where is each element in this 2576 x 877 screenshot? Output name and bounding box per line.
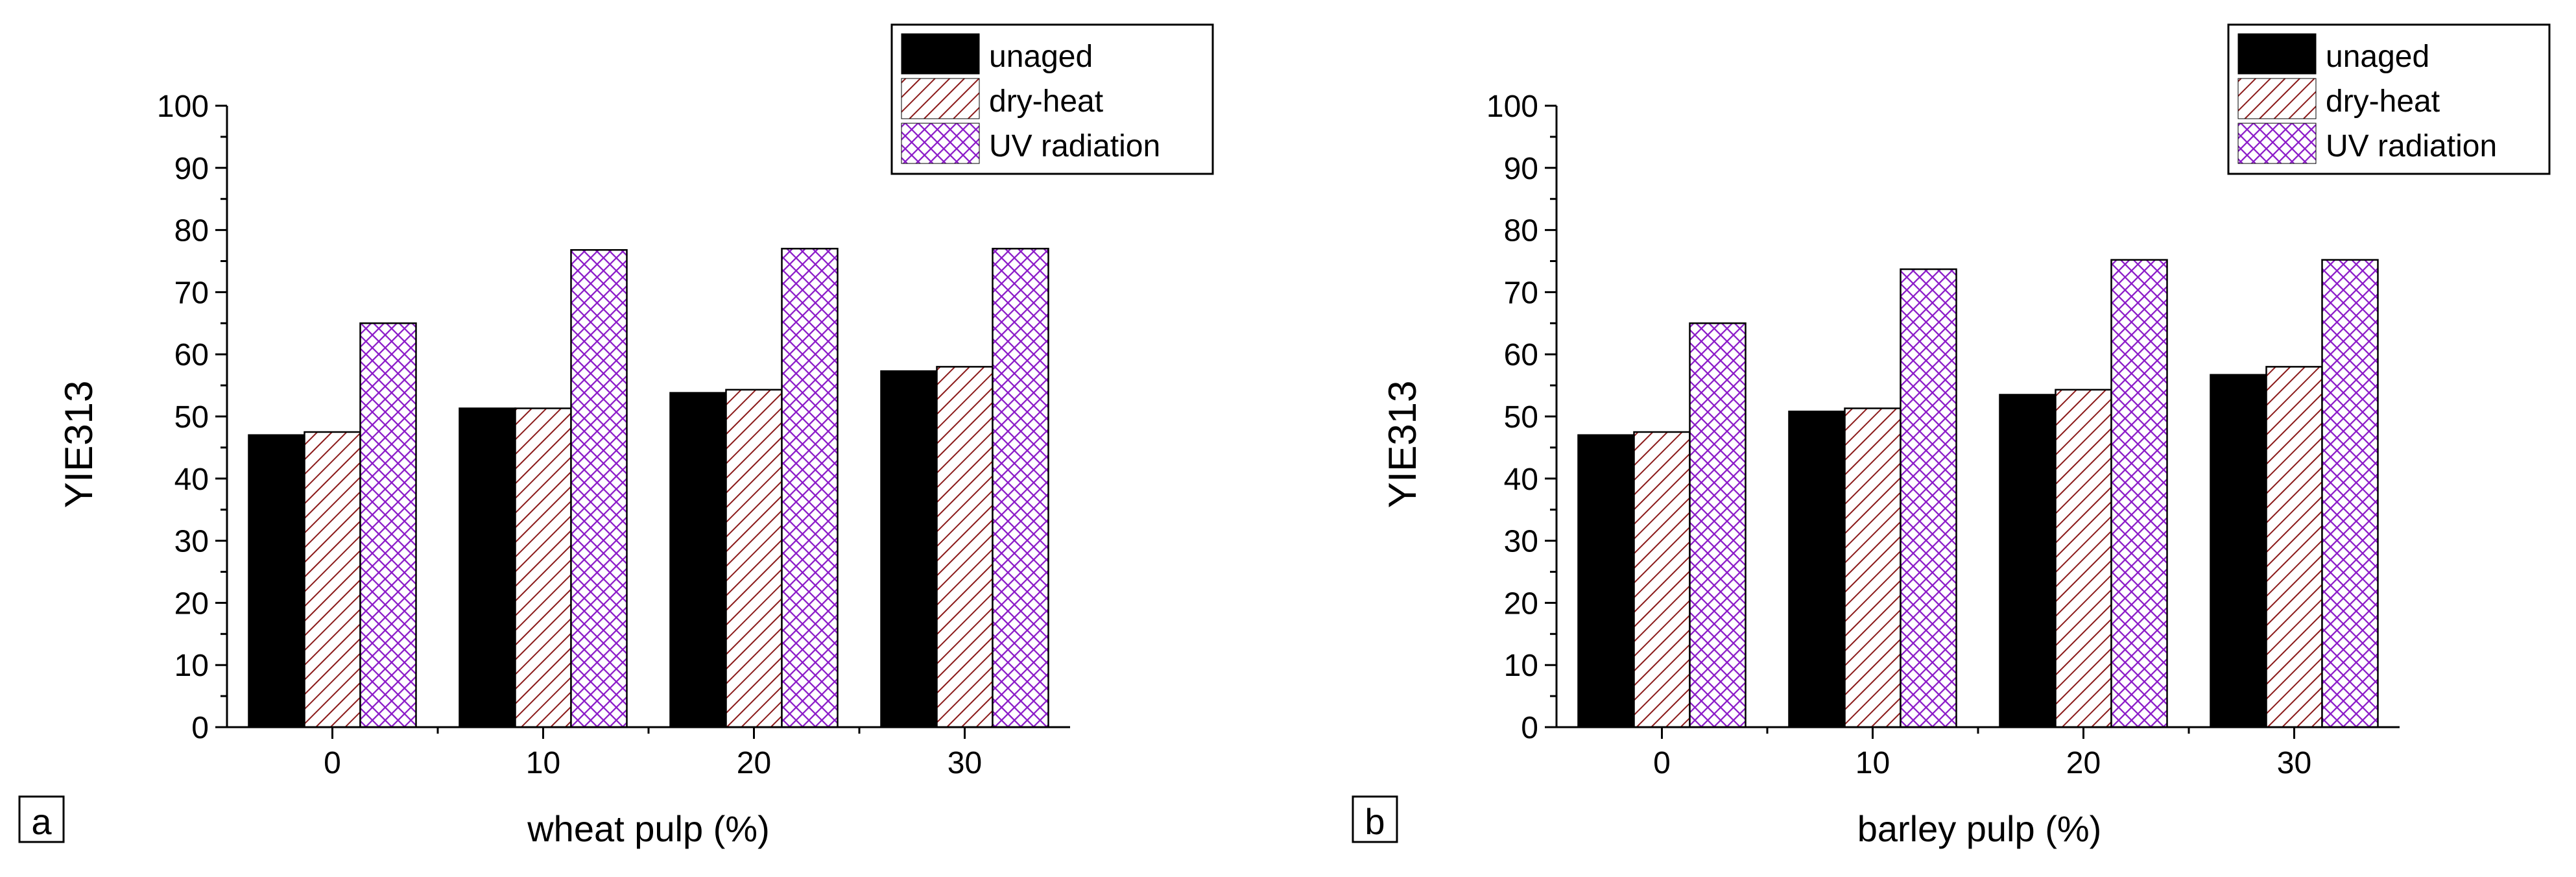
y-tick-label: 40 — [174, 463, 209, 497]
bar-uv-radiation-30 — [2321, 259, 2379, 728]
legend-swatch-unaged — [2237, 33, 2317, 75]
bar-dry-heat-10 — [514, 407, 572, 728]
y-tick-label: 10 — [1504, 649, 1538, 683]
y-tick-label: 0 — [191, 711, 209, 745]
panel-label: a — [31, 801, 52, 842]
legend-swatch-uv-radiation — [2237, 123, 2317, 164]
y-tick-label: 50 — [174, 400, 209, 435]
bar-uv-radiation-0 — [1689, 322, 1747, 728]
bar-dry-heat-20 — [725, 389, 783, 728]
panel-label: b — [1365, 801, 1385, 842]
y-tick-label: 60 — [1504, 338, 1538, 372]
y-tick-label: 80 — [1504, 214, 1538, 248]
x-tick-label: 30 — [948, 746, 982, 780]
legend: unaged dry-heat UV radiation — [890, 23, 1214, 175]
legend-label-uv-radiation: UV radiation — [989, 129, 1160, 163]
bar-unaged-0 — [1577, 434, 1635, 728]
bar-dry-heat-10 — [1844, 407, 1902, 728]
bar-unaged-0 — [248, 434, 305, 728]
y-tick-label: 70 — [174, 276, 209, 310]
legend-label-unaged: unaged — [989, 40, 1093, 74]
legend-label-dry-heat: dry-heat — [2326, 84, 2440, 119]
bar-dry-heat-30 — [2265, 366, 2323, 728]
bar-unaged-10 — [459, 407, 516, 728]
panel-label-box: b — [1352, 795, 1398, 843]
y-tick-label: 100 — [1486, 90, 1538, 124]
y-tick-label: 80 — [174, 214, 209, 248]
legend-label-uv-radiation: UV radiation — [2326, 129, 2497, 163]
bar-uv-radiation-10 — [570, 249, 628, 728]
x-tick-label: 0 — [324, 746, 341, 780]
x-tick-label: 0 — [1653, 746, 1671, 780]
legend: unaged dry-heat UV radiation — [2227, 23, 2551, 175]
x-tick-label: 20 — [737, 746, 771, 780]
y-tick-label: 90 — [174, 152, 209, 186]
bar-dry-heat-0 — [304, 431, 361, 728]
bar-uv-radiation-20 — [2110, 259, 2168, 728]
y-tick-label: 100 — [157, 90, 209, 124]
y-axis-label: YIE313 — [57, 381, 101, 509]
bar-uv-radiation-20 — [781, 248, 839, 728]
chart-panel-b: YIE313 barley pulp (%) b unaged dry-heat… — [1352, 23, 2551, 849]
y-tick-label: 90 — [1504, 152, 1538, 186]
bar-dry-heat-0 — [1633, 431, 1691, 728]
bar-uv-radiation-30 — [992, 248, 1049, 728]
bar-unaged-20 — [669, 392, 727, 728]
legend-swatch-uv-radiation — [901, 123, 980, 164]
legend-label-dry-heat: dry-heat — [989, 84, 1103, 119]
x-axis-label: wheat pulp (%) — [527, 808, 770, 849]
y-tick-label: 30 — [174, 525, 209, 559]
panel-label-box: a — [18, 795, 65, 843]
bar-unaged-30 — [2210, 374, 2267, 728]
legend-swatch-dry-heat — [901, 78, 980, 119]
x-axis-label: barley pulp (%) — [1857, 808, 2102, 849]
bar-uv-radiation-10 — [1900, 268, 1957, 728]
bar-unaged-10 — [1788, 411, 1846, 728]
y-tick-label: 10 — [174, 649, 209, 683]
x-tick-label: 10 — [526, 746, 560, 780]
bar-unaged-30 — [880, 370, 938, 728]
bar-uv-radiation-0 — [359, 322, 417, 728]
y-tick-label: 40 — [1504, 463, 1538, 497]
y-tick-label: 20 — [1504, 586, 1538, 621]
x-tick-label: 20 — [2066, 746, 2101, 780]
y-tick-label: 0 — [1521, 711, 1538, 745]
bar-dry-heat-30 — [936, 366, 994, 728]
x-tick-label: 30 — [2277, 746, 2311, 780]
legend-swatch-dry-heat — [2237, 78, 2317, 119]
legend-swatch-unaged — [901, 33, 980, 75]
plot-area: 0 10 20 30 40 50 60 70 80 90 100 0 10 20 30 — [157, 90, 1070, 780]
bar-unaged-20 — [1999, 394, 2057, 728]
y-tick-label: 50 — [1504, 400, 1538, 435]
x-tick-label: 10 — [1855, 746, 1890, 780]
y-tick-label: 60 — [174, 338, 209, 372]
bar-dry-heat-20 — [2055, 389, 2112, 728]
plot-area: 0 10 20 30 40 50 60 70 80 90 100 0 10 20 30 — [1486, 90, 2400, 780]
legend-label-unaged: unaged — [2326, 40, 2429, 74]
y-tick-label: 70 — [1504, 276, 1538, 310]
chart-panel-a: YIE313 wheat pulp (%) a unaged dry-heat … — [18, 23, 1214, 849]
y-tick-label: 30 — [1504, 525, 1538, 559]
y-tick-label: 20 — [174, 586, 209, 621]
y-axis-label: YIE313 — [1381, 381, 1424, 509]
